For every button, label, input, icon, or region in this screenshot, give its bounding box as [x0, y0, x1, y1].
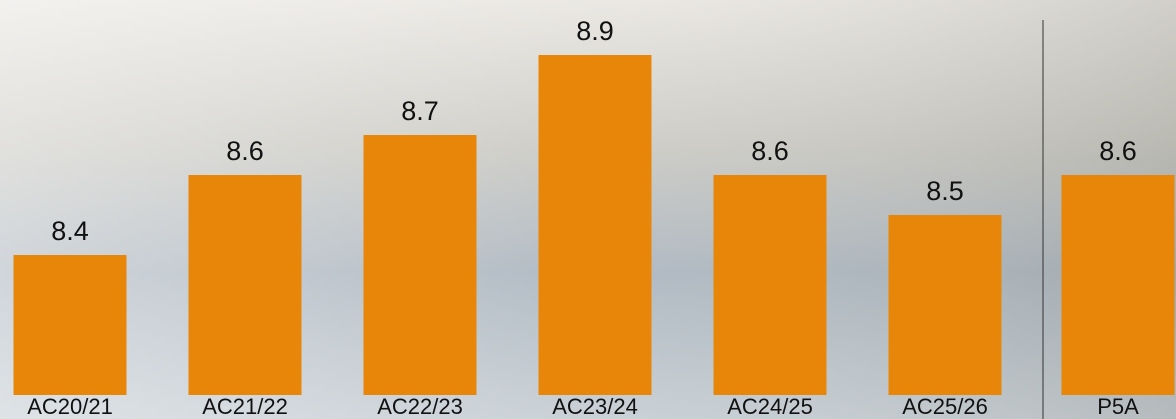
x-tick-label: AC21/22 [202, 394, 288, 419]
value-label: 8.6 [226, 136, 264, 166]
x-tick-label: AC23/24 [552, 394, 638, 419]
x-tick-label: P5A [1097, 394, 1139, 419]
value-label: 8.4 [51, 216, 89, 246]
bar [713, 175, 827, 395]
x-tick-label: AC22/23 [377, 394, 463, 419]
x-tick-label: AC25/26 [902, 394, 988, 419]
bar [188, 175, 302, 395]
x-tick-label: AC24/25 [727, 394, 813, 419]
value-label: 8.6 [751, 136, 789, 166]
bar [13, 255, 127, 395]
value-label: 8.9 [576, 16, 614, 46]
bar [538, 55, 652, 395]
value-label: 8.5 [926, 176, 964, 206]
bar [363, 135, 477, 395]
value-label: 8.7 [401, 96, 439, 126]
x-tick-label: AC20/21 [27, 394, 113, 419]
bar [1061, 175, 1175, 395]
value-label: 8.6 [1099, 136, 1137, 166]
bar [888, 215, 1002, 395]
